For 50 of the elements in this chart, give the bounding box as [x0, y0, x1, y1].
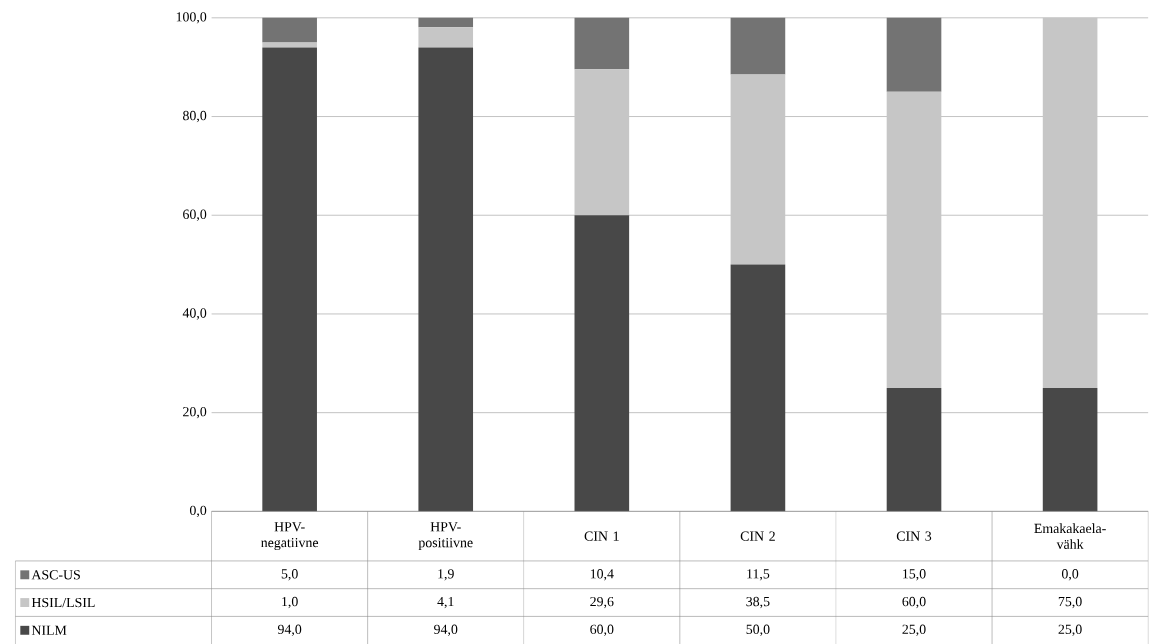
- legend-label: NILM: [31, 625, 67, 635]
- bar: [886, 17, 942, 92]
- bar: [730, 74, 786, 265]
- y-tick-label: 80,0: [183, 110, 207, 123]
- bar: [418, 47, 474, 512]
- data-label: 4,1: [437, 596, 454, 609]
- data-label: 75,0: [1058, 596, 1082, 609]
- y-tick-label: 20,0: [183, 406, 207, 419]
- data-label: 1,0: [282, 596, 298, 609]
- bar: [886, 387, 942, 512]
- bar: [574, 215, 630, 512]
- y-tick-label: 60,0: [183, 209, 207, 221]
- x-tick-label: CIN 2: [740, 531, 775, 541]
- y-tick-label: 100,0: [176, 12, 207, 24]
- bar: [262, 47, 317, 512]
- data-label: 94,0: [277, 624, 302, 636]
- x-tick-label: HPV-negatiivne: [261, 522, 319, 551]
- y-tick-label: 0,0: [189, 505, 207, 517]
- data-label: 29,6: [590, 596, 614, 609]
- x-tick-label: HPV-positiivne: [418, 522, 473, 551]
- bar: [574, 69, 630, 216]
- data-label: 60,0: [902, 596, 926, 609]
- bar: [418, 27, 474, 48]
- bar: [1042, 387, 1098, 512]
- bar: [418, 17, 474, 28]
- data-label: 11,5: [747, 569, 770, 581]
- bar: [730, 264, 786, 512]
- data-label: 94,0: [434, 624, 458, 636]
- data-label: 25,0: [902, 624, 926, 636]
- data-label: 10,4: [590, 569, 614, 581]
- bar: [262, 42, 317, 48]
- bar: [574, 17, 630, 70]
- x-tick-label: Emakakaela-vähk: [1034, 523, 1106, 549]
- x-tick-label: CIN 3: [896, 531, 932, 541]
- bar: [730, 17, 786, 75]
- x-tick-label: CIN 1: [584, 531, 619, 541]
- bar: [262, 17, 317, 43]
- data-label: 15,0: [903, 569, 926, 581]
- legend-label: HSIL/LSIL: [31, 597, 95, 608]
- legend-label: ASC-US: [31, 570, 80, 580]
- data-label: 1,9: [438, 569, 454, 581]
- data-label: 5,0: [281, 569, 298, 581]
- bar: [1042, 17, 1098, 388]
- data-label: 38,5: [746, 596, 770, 609]
- data-label: 0,0: [1061, 569, 1079, 581]
- data-label: 25,0: [1058, 624, 1082, 636]
- bar: [886, 91, 942, 388]
- data-label: 60,0: [590, 624, 614, 636]
- data-label: 50,0: [746, 624, 770, 636]
- y-tick-label: 40,0: [182, 308, 207, 320]
